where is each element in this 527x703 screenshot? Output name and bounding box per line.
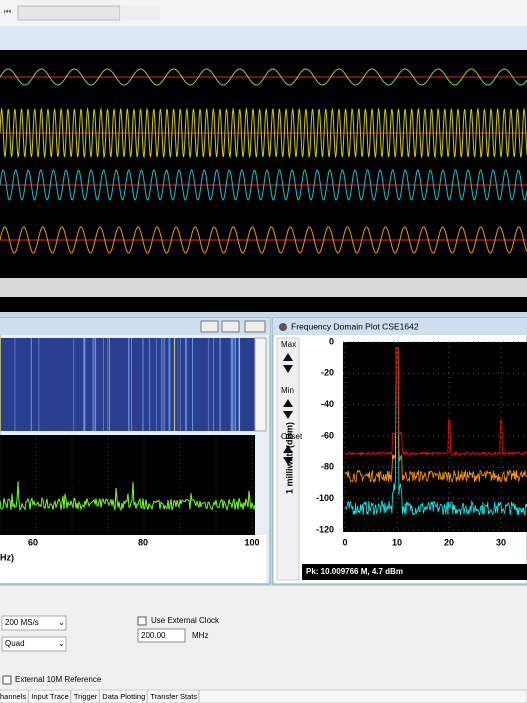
clock-unit: MHz [192,631,208,640]
left-spectrum [0,435,255,535]
x-tick-label: 10 [392,537,402,547]
x-tick-label: 20 [444,537,454,547]
tab[interactable]: Transfer Stats [150,692,197,701]
left-spectrum-trace [0,435,256,535]
waveforms [0,68,527,254]
spectrum-trace [0,481,256,512]
left-axis-area [0,535,266,583]
spectrum-title: Frequency Domain Plot CSE1642 [291,321,419,331]
waterfall [0,338,255,431]
y-tick-label: -20 [321,368,334,378]
controls: Max Min Offset [281,340,303,465]
peak-status: Pk: 10.009766 M, 4.7 dBm [306,567,403,576]
waveform [0,226,527,254]
up-arrow[interactable] [283,445,293,453]
control-label: Offset [281,432,303,441]
input-box-end [120,6,160,20]
sample-rate: 200 MS/s [5,618,39,627]
left-x-label: Hz) [0,552,14,562]
external-reference-label: External 10M Reference [15,675,102,684]
y-axis-label: 1 milliwatt (dBm) [284,422,294,494]
y-tick-label: 0 [329,336,334,346]
separator [0,278,527,297]
waveform [0,107,527,159]
x-tick-label: 100 [244,537,259,547]
control-label: Min [281,386,294,395]
x-tick-label: 0 [342,537,347,547]
close-button[interactable] [244,320,266,333]
sample-rate-dropdown[interactable] [1,615,67,631]
input-box[interactable] [17,5,121,21]
left-x-axis: 60 80 100 [28,537,260,547]
tabs: hannels Input Trace Trigger Data Plotting Tr… [0,690,200,703]
spectrum-title-bar [273,318,527,335]
y-tick-label: -40 [321,399,334,409]
tab[interactable]: Trigger [74,692,98,701]
external-clock-checkbox[interactable] [137,616,147,626]
tab-bar [0,689,527,703]
window-icon [279,323,287,331]
spectrum-trace [344,347,527,457]
header-strip [0,26,527,50]
x-tick-label: 60 [28,537,38,547]
clock-value: 200.00 [141,631,166,640]
waveform [0,169,527,201]
down-arrow[interactable] [283,411,293,419]
scrollbar[interactable] [254,337,267,432]
mode: Quad [5,639,25,648]
up-arrow[interactable] [283,353,293,361]
spectrum-trace [344,347,527,484]
black-bar [0,297,527,312]
tab[interactable]: Input Trace [31,692,69,701]
status-bar [302,564,527,580]
maximize-button[interactable] [221,320,240,333]
waveform [0,68,527,86]
settings-panel [0,586,527,690]
external-reference-checkbox[interactable] [2,675,12,685]
up-arrow[interactable] [283,399,293,407]
control-label: Max [281,340,296,349]
rewind-icon[interactable]: ⏮ [4,7,11,16]
clock-input[interactable] [137,628,186,643]
x-tick-label: 80 [138,537,148,547]
dropdown-arrow: ⌄ [58,618,65,627]
down-arrow[interactable] [283,365,293,373]
waterfall-lines [0,338,241,431]
minimize-button[interactable] [200,320,219,333]
tab[interactable]: Data Plotting [102,692,145,701]
y-tick-label: -60 [321,430,334,440]
x-tick-label: 30 [496,537,506,547]
tab[interactable]: hannels [0,692,27,701]
y-tick-label: -120 [316,524,334,534]
spectrum-traces: 0 -20 -40 -60 -80 -100 -120 0 10 20 30 [316,336,527,547]
mode-dropdown[interactable] [1,636,67,652]
spectrum-trace [344,347,527,516]
dropdown-arrow: ⌄ [58,639,65,648]
down-arrow[interactable] [283,457,293,465]
y-tick-label: -100 [316,493,334,503]
external-clock-label: Use External Clock [151,616,220,625]
y-tick-label: -80 [321,462,334,472]
